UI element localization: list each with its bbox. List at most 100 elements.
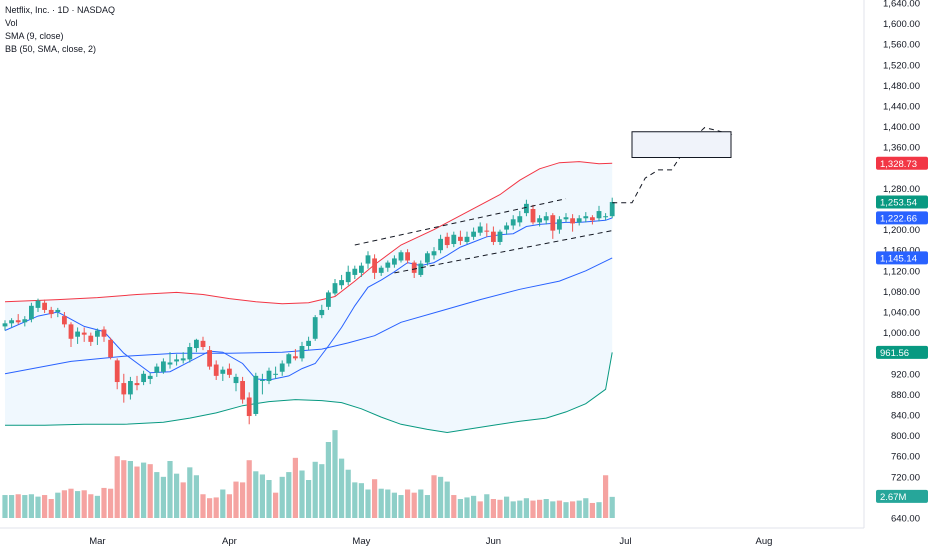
- candle: [42, 299, 47, 314]
- candle: [88, 332, 94, 346]
- candle: [48, 306, 54, 319]
- legend-sma[interactable]: SMA (9, close): [5, 31, 64, 41]
- candle-body: [339, 280, 344, 286]
- candle-body: [398, 252, 404, 261]
- candle: [134, 375, 140, 391]
- volume-bar: [35, 496, 41, 518]
- volume-bar: [563, 502, 569, 518]
- time-tick-label: May: [352, 536, 370, 547]
- price-tick-label: 840.00: [891, 411, 920, 422]
- candle: [431, 247, 437, 260]
- bb-basis-line: [4, 257, 613, 375]
- volume-bar: [2, 495, 8, 518]
- volume-bar: [193, 475, 199, 518]
- time-tick-label: Jun: [486, 536, 501, 547]
- volume-bar: [543, 499, 549, 518]
- volume-bar: [292, 457, 298, 518]
- candle-body: [154, 366, 160, 373]
- candle-body: [2, 323, 8, 327]
- volume-bar: [68, 488, 74, 518]
- candle-body: [385, 262, 391, 268]
- candle-body: [279, 363, 285, 372]
- candle: [557, 216, 562, 234]
- candle: [418, 260, 424, 277]
- candle-body: [108, 339, 113, 358]
- volume-bar: [246, 460, 252, 518]
- candle: [246, 392, 252, 425]
- candle-body: [504, 225, 509, 230]
- price-tag-label: 1,253.54: [880, 198, 917, 209]
- candle-body: [266, 370, 272, 382]
- volume-bar: [537, 499, 543, 518]
- candle-body: [260, 379, 265, 382]
- candle-body: [134, 383, 140, 386]
- volume-bar: [484, 494, 490, 518]
- candle-body: [68, 324, 74, 339]
- candle: [590, 215, 595, 225]
- legend-volume[interactable]: Vol: [5, 18, 18, 28]
- candle: [227, 363, 232, 378]
- candle-body: [55, 309, 61, 312]
- price-tick-label: 1,640.00: [883, 0, 920, 10]
- candle: [332, 279, 338, 296]
- candle-body: [29, 305, 34, 320]
- legend-bollinger-bands[interactable]: BB (50, SMA, close, 2): [5, 44, 97, 54]
- candle-body: [220, 369, 226, 374]
- candle-body: [557, 219, 562, 230]
- candle: [477, 222, 483, 236]
- volume-bar: [253, 471, 259, 518]
- price-tag: [876, 489, 928, 503]
- price-tag-label: 1,328.73: [880, 159, 917, 170]
- candle-body: [273, 373, 278, 375]
- candle-body: [114, 360, 120, 383]
- volume-bar: [61, 490, 67, 518]
- candle-body: [438, 238, 443, 251]
- candle: [405, 249, 410, 264]
- volume-bar: [457, 499, 463, 518]
- candle: [147, 372, 153, 385]
- volume-bar: [114, 456, 120, 518]
- candle: [497, 229, 503, 246]
- volume-bar: [391, 492, 397, 518]
- candle: [141, 370, 146, 386]
- candle-body: [576, 218, 582, 223]
- target-box: [631, 131, 732, 158]
- candle-body: [484, 230, 490, 232]
- candle: [207, 345, 212, 370]
- legend-symbol-title[interactable]: Netflix, Inc. · 1D · NASDAQ: [5, 5, 116, 15]
- candle: [392, 255, 397, 268]
- volume-bar: [352, 482, 358, 518]
- candle-body: [286, 354, 292, 364]
- candle: [319, 304, 325, 319]
- candle: [398, 250, 404, 263]
- candle: [299, 341, 305, 362]
- candle: [458, 230, 463, 246]
- candle-body: [62, 316, 67, 325]
- candle: [81, 327, 87, 342]
- candle: [35, 298, 41, 312]
- candle-body: [583, 216, 589, 219]
- price-tick-label: 880.00: [891, 390, 920, 401]
- candle-body: [293, 356, 298, 359]
- candle: [253, 372, 259, 417]
- candle: [167, 352, 173, 369]
- candle-body: [451, 234, 457, 245]
- price-tick-label: 1,000.00: [883, 328, 920, 339]
- candle-body: [121, 383, 127, 395]
- volume-bar: [299, 470, 305, 518]
- volume-bar: [431, 475, 437, 518]
- candle-body: [75, 331, 80, 337]
- price-tag: [876, 251, 928, 265]
- bb-lower-line: [5, 352, 613, 434]
- volume-bar: [504, 496, 510, 518]
- candle: [312, 315, 318, 341]
- price-tick-label: 1,120.00: [883, 266, 920, 277]
- candle: [484, 223, 490, 237]
- candle: [293, 349, 298, 361]
- volume-bar: [75, 491, 81, 518]
- volume-bar: [556, 500, 562, 518]
- bb-upper-line: [4, 161, 613, 305]
- price-tag-label: 1,145.14: [880, 253, 917, 264]
- candle: [510, 215, 516, 230]
